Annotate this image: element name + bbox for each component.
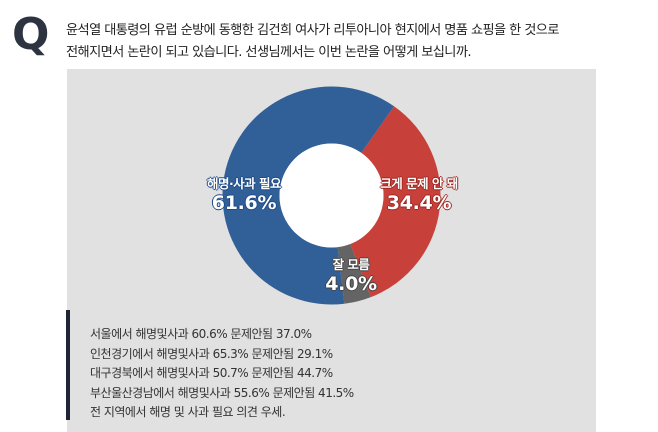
summary-text: 서울에서 해명및사과 60.6% 문제안됨 37.0% 인천경기에서 해명및사과… <box>90 325 510 423</box>
label-no-problem: 크게 문제 안 돼 34.4% <box>375 176 463 214</box>
donut-hole <box>279 143 384 248</box>
question-text: 윤석열 대통령의 유럽 순방에 동행한 김건희 여사가 리투아니아 현지에서 명… <box>66 20 626 64</box>
label-name: 해명·사과 필요 <box>206 176 282 191</box>
question-line: 전해지면서 논란이 되고 있습니다. 선생님께서는 이번 논란을 어떻게 보십니… <box>66 45 472 60</box>
q-mark-icon: Q <box>12 9 50 60</box>
segment-dont-know <box>337 243 371 304</box>
question-line: 윤석열 대통령의 유럽 순방에 동행한 김건희 여사가 리투아니아 현지에서 명… <box>66 23 559 38</box>
donut-chart <box>222 86 441 305</box>
label-name: 잘 모름 <box>332 257 370 272</box>
summary-line: 부산울산경남에서 해명및사과 55.6% 문제안됨 41.5% <box>90 385 354 400</box>
summary-line: 서울에서 해명및사과 60.6% 문제안됨 37.0% <box>90 327 312 341</box>
label-pct: 34.4% <box>386 192 452 214</box>
summary-line: 전 지역에서 해명 및 사과 필요 의견 우세. <box>90 405 286 419</box>
label-pct: 4.0% <box>325 273 377 295</box>
label-name: 크게 문제 안 돼 <box>380 176 458 191</box>
segment-no-problem <box>350 106 441 298</box>
label-pct: 61.6% <box>211 192 277 214</box>
summary-line: 인천경기에서 해명및사과 65.3% 문제안됨 29.1% <box>90 346 333 361</box>
summary-line: 대구경북에서 해명및사과 50.7% 문제안됨 44.7% <box>90 366 333 380</box>
label-apology-needed: 해명·사과 필요 61.6% <box>200 176 288 214</box>
label-dont-know: 잘 모름 4.0% <box>318 257 384 295</box>
segment-apology-needed <box>222 86 395 305</box>
summary-accent-bar <box>66 310 70 420</box>
